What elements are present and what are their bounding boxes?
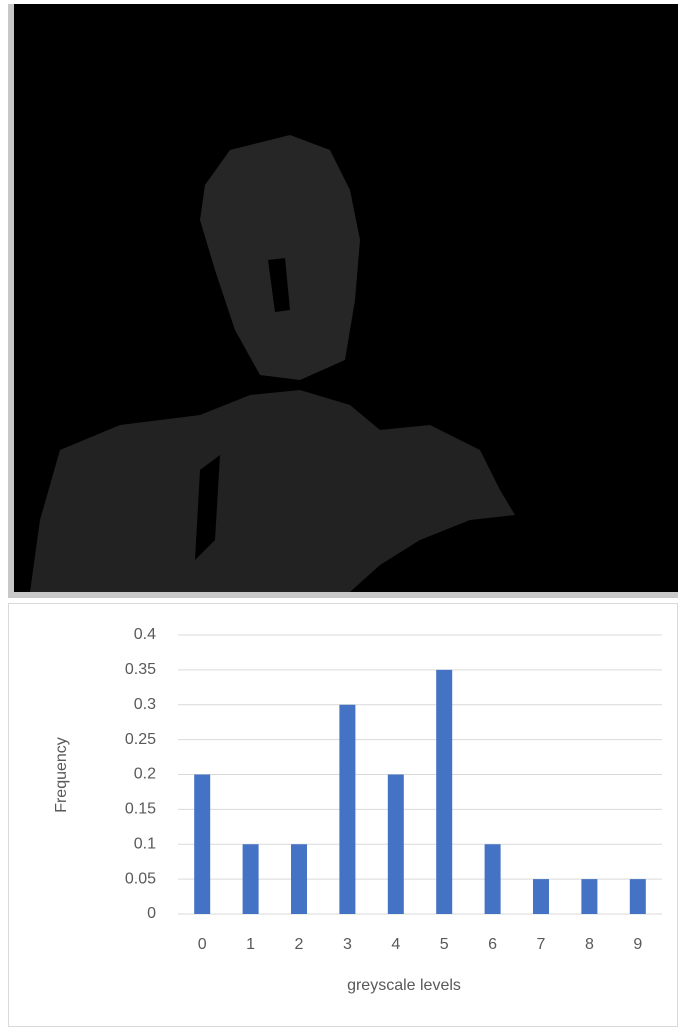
y-tick-label: 0 — [147, 905, 156, 922]
y-tick-label: 0.2 — [134, 766, 156, 783]
x-tick-label: 5 — [440, 936, 449, 953]
page-canvas: greyscale levels Frequency 0 0.05 0.1 0.15 0… — [0, 0, 678, 1027]
bar — [581, 879, 597, 914]
bar — [533, 879, 549, 914]
x-tick-label: 4 — [391, 936, 400, 953]
x-tick-label: 7 — [537, 936, 546, 953]
bar — [291, 844, 307, 914]
x-tick-label: 9 — [633, 936, 642, 953]
y-tick-label: 0.25 — [125, 731, 156, 748]
bar — [194, 775, 210, 915]
bar — [630, 879, 646, 914]
bar — [243, 844, 259, 914]
x-tick-label: 2 — [295, 936, 304, 953]
y-tick-label: 0.05 — [125, 870, 156, 887]
bar — [436, 670, 452, 914]
bar — [485, 844, 501, 914]
y-tick-label: 0.35 — [125, 661, 156, 678]
photo — [8, 4, 678, 598]
y-tick-label: 0.15 — [125, 801, 156, 818]
x-tick-label: 8 — [585, 936, 594, 953]
bar — [388, 775, 404, 915]
x-tick-label: 1 — [246, 936, 255, 953]
y-axis-title: Frequency — [53, 737, 70, 813]
page: greyscale levels Frequency 0 0.05 0.1 0.15 0… — [0, 0, 678, 1027]
y-tick-label: 0.1 — [134, 835, 156, 852]
x-tick-label: 6 — [488, 936, 497, 953]
bar — [339, 705, 355, 914]
y-tick-label: 0.4 — [134, 626, 156, 643]
x-tick-label: 3 — [343, 936, 352, 953]
x-tick-label: 0 — [198, 936, 207, 953]
x-axis-title: greyscale levels — [347, 977, 461, 994]
y-tick-label: 0.3 — [134, 696, 156, 713]
